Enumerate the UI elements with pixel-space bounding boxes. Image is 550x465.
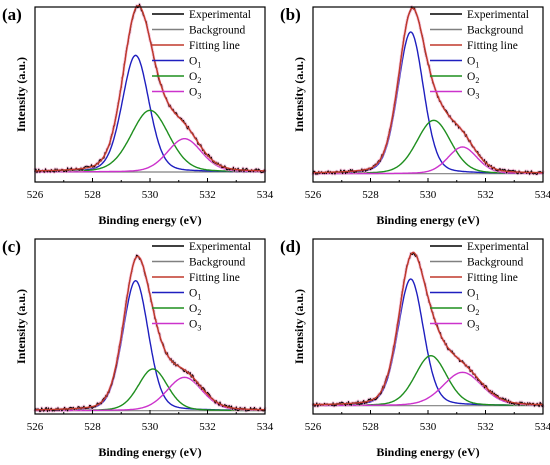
x-tick-label: 534 — [257, 189, 274, 201]
fitting-line — [34, 5, 266, 172]
peak-o2-line — [34, 109, 266, 173]
legend-entry: O3 — [467, 319, 479, 333]
panel-label: (c) — [2, 237, 21, 256]
legend-entry: O2 — [189, 303, 201, 317]
x-tick-label: 526 — [305, 189, 322, 201]
legend-entry: O1 — [189, 56, 201, 70]
x-axis-label: Binding energy (eV) — [376, 445, 479, 459]
x-axis-label: Binding energy (eV) — [376, 213, 479, 227]
y-axis-label: Intensity (a.u.) — [292, 57, 306, 132]
y-axis-label: Intensity (a.u.) — [292, 289, 306, 364]
x-tick-label: 528 — [362, 421, 379, 433]
panel-a: 526 528 530 532 534 Binding energy (eV) Intens… — [2, 2, 274, 227]
legend-entry: Background — [467, 257, 523, 269]
legend-entry: O3 — [189, 319, 201, 333]
fitting-line — [34, 255, 266, 411]
x-tick-label: 526 — [27, 421, 44, 433]
legend-entry: O2 — [467, 303, 479, 317]
x-tick-label: 532 — [199, 189, 216, 201]
x-tick-label: 526 — [305, 421, 322, 433]
legend-entry: Experimental — [467, 241, 529, 253]
x-tick-label: 526 — [27, 189, 44, 201]
legend-entry: Background — [467, 25, 523, 37]
legend-entry: O1 — [467, 288, 479, 302]
x-tick-label: 530 — [142, 189, 159, 201]
panel-d: 526 528 530 532 534 Binding energy (eV) Intens… — [280, 237, 550, 459]
peak-o1-line — [312, 31, 544, 174]
x-tick-label: 534 — [535, 189, 550, 201]
legend-entry: Experimental — [467, 9, 529, 21]
legend-entry: Background — [189, 25, 245, 37]
x-tick-label: 532 — [199, 421, 216, 433]
y-axis-label: Intensity (a.u.) — [14, 289, 28, 364]
legend-entry: Fitting line — [189, 40, 240, 52]
peak-o2-line — [312, 119, 544, 175]
x-tick-label: 528 — [84, 189, 101, 201]
x-tick-label: 534 — [257, 421, 274, 433]
x-tick-label: 528 — [362, 189, 379, 201]
legend-entry: O1 — [189, 288, 201, 302]
peak-o1-line — [34, 54, 266, 173]
x-tick-label: 530 — [420, 421, 437, 433]
fitting-line — [312, 7, 544, 174]
x-tick-label: 532 — [477, 421, 494, 433]
legend-entry: Experimental — [189, 241, 251, 253]
x-tick-label: 530 — [420, 189, 437, 201]
legend-entry: Experimental — [189, 9, 251, 21]
peak-o3-line — [312, 146, 544, 175]
x-tick-label: 528 — [84, 421, 101, 433]
legend-entry: O2 — [467, 71, 479, 85]
legend-entry: O1 — [467, 56, 479, 70]
legend-entry: O3 — [189, 87, 201, 101]
peak-o3-line — [34, 138, 266, 173]
panel-label: (b) — [280, 5, 301, 24]
x-axis-label: Binding energy (eV) — [98, 213, 201, 227]
x-tick-label: 534 — [535, 421, 550, 433]
y-axis-label: Intensity (a.u.) — [14, 57, 28, 132]
fitting-line — [312, 251, 544, 406]
x-tick-label: 532 — [477, 189, 494, 201]
legend-entry: Fitting line — [467, 40, 518, 52]
x-tick-label: 530 — [142, 421, 159, 433]
panel-label: (a) — [2, 5, 22, 24]
legend-entry: Background — [189, 257, 245, 269]
panel-b: 526 528 530 532 534 Binding energy (eV) Intens… — [280, 5, 550, 227]
panel-label: (d) — [280, 237, 301, 256]
legend-entry: Fitting line — [467, 272, 518, 284]
legend-entry: O3 — [467, 87, 479, 101]
panel-c: 526 528 530 532 534 Binding energy (eV) Intens… — [2, 237, 274, 459]
x-axis-label: Binding energy (eV) — [98, 445, 201, 459]
legend-entry: Fitting line — [189, 272, 240, 284]
legend-entry: O2 — [189, 71, 201, 85]
